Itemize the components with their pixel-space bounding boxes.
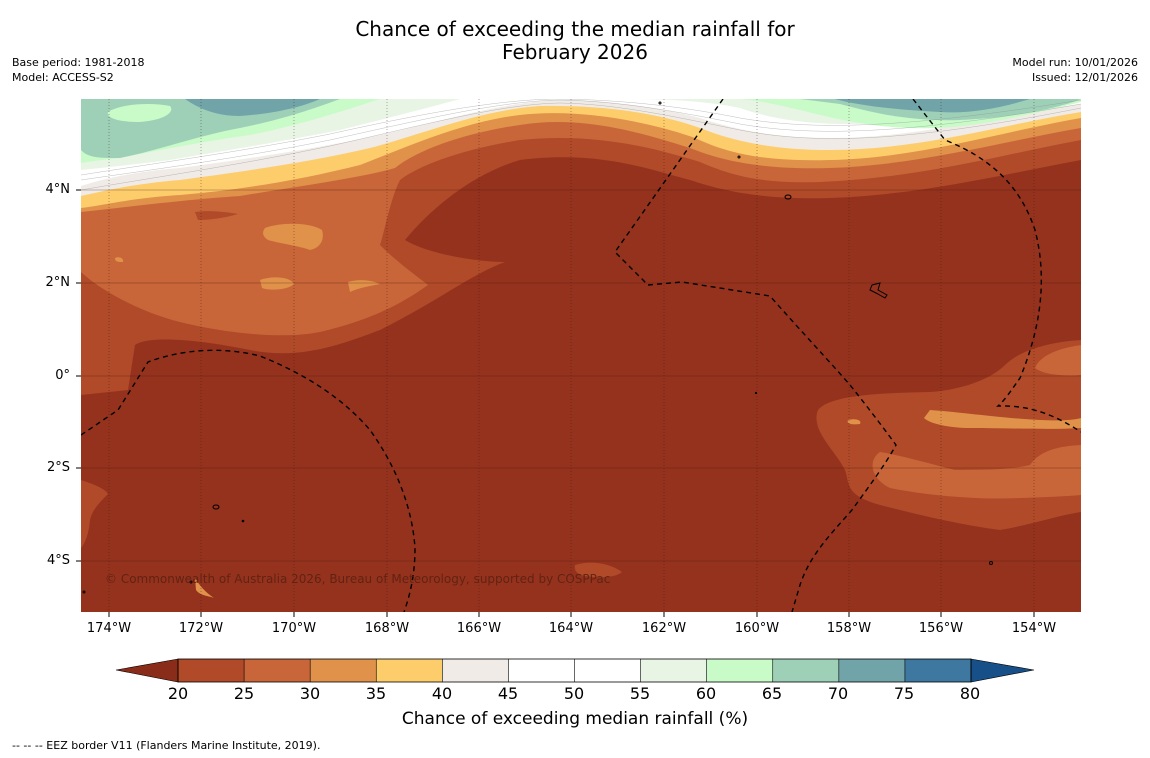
colorbar-tick-label: 65 (761, 684, 783, 703)
lat-tick-label: 2°S (46, 460, 70, 475)
contour-fill-70-east (835, 99, 1030, 113)
lon-tick-label: 172°W (178, 621, 224, 636)
contour-fill-30-southeast (924, 410, 1081, 429)
colorbar-segment (574, 659, 642, 682)
colorbar-segment (244, 659, 311, 682)
island (737, 155, 741, 159)
model-text: Model: ACCESS-S2 (12, 71, 114, 84)
colorbar-segments (178, 659, 972, 682)
colorbar-tick-label: 75 (893, 684, 915, 703)
contour-fill-25-southeast-2 (872, 445, 1081, 499)
lon-tick-label: 174°W (86, 621, 132, 636)
colorbar-segment (706, 659, 774, 682)
lon-tick-label: 154°W (1011, 621, 1057, 636)
lon-tick-label: 156°W (918, 621, 964, 636)
island (241, 519, 245, 523)
lon-tick-label: 160°W (734, 621, 780, 636)
base-period-text: Base period: 1981-2018 (12, 56, 145, 69)
colorbar (115, 658, 1035, 683)
colorbar-segment (508, 659, 575, 682)
colorbar-tick-label: 30 (299, 684, 321, 703)
islands (82, 101, 993, 594)
lon-tick-label: 164°W (548, 621, 594, 636)
contour-fill-30-patch-2 (260, 277, 294, 290)
contour-lines (81, 99, 1081, 191)
chart-title-line-2: February 2026 (502, 40, 648, 64)
colorbar-tick-label: 25 (233, 684, 255, 703)
lat-tick-marks (76, 189, 81, 562)
colorbar-tick-label: 40 (431, 684, 453, 703)
colorbar-title: Chance of exceeding median rainfall (%) (401, 709, 749, 729)
lat-tick-label: 2°N (45, 275, 71, 290)
lon-tick-label: 168°W (364, 621, 410, 636)
island (189, 580, 193, 584)
contour-fill-30-patch-1 (263, 223, 323, 250)
chart-title: Chance of exceeding the median rainfall … (0, 18, 1150, 64)
island (784, 194, 792, 200)
copyright-notice: © Commonwealth of Australia 2026, Bureau… (105, 572, 611, 586)
colorbar-segment (772, 659, 840, 682)
colorbar-segment (640, 659, 708, 682)
island (754, 391, 758, 395)
lat-tick-label: 0° (55, 368, 70, 383)
lon-tick-label: 158°W (826, 621, 872, 636)
colorbar-tick-label: 20 (167, 684, 189, 703)
chart-title-line-1: Chance of exceeding the median rainfall … (355, 17, 795, 41)
lon-tick-marks (108, 612, 1035, 617)
island (869, 282, 888, 299)
lat-tick-label: 4°S (46, 553, 70, 568)
eez-border-west (81, 349, 416, 612)
colorbar-segment (904, 659, 972, 682)
colorbar-segment (838, 659, 906, 682)
colorbar-segment (376, 659, 443, 682)
lon-tick-label: 162°W (641, 621, 687, 636)
contour-fill-30-small-1 (847, 419, 861, 425)
colorbar-over-triangle (970, 658, 1035, 683)
colorbar-tick-label: 70 (827, 684, 849, 703)
contour-fill-20-patch-5 (195, 211, 238, 220)
island (82, 590, 86, 594)
eez-footnote: -- -- -- EEZ border V11 (Flanders Marine… (12, 739, 321, 752)
colorbar-segment (442, 659, 509, 682)
colorbar-tick-marks (177, 659, 972, 682)
island (212, 504, 220, 510)
colorbar-tick-label: 45 (497, 684, 519, 703)
island (658, 101, 662, 105)
colorbar-segment (178, 659, 245, 682)
contour-fill-20-southwest (81, 480, 108, 548)
colorbar-tick-label: 35 (365, 684, 387, 703)
eez-borders (81, 99, 1081, 612)
colorbar-segment (310, 659, 377, 682)
colorbar-under-triangle (115, 658, 179, 683)
contour-fill-30-patch-4 (115, 257, 124, 262)
map-panel (76, 99, 1081, 617)
colorbar-tick-label: 55 (629, 684, 651, 703)
eez-border-east (912, 99, 1081, 433)
issued-text: Issued: 12/01/2026 (1031, 71, 1138, 84)
contour-fill-20-patch-south (574, 562, 622, 578)
lon-tick-label: 166°W (456, 621, 502, 636)
model-run-text: Model run: 10/01/2026 (1012, 56, 1138, 69)
contour-fill-70 (185, 99, 320, 116)
colorbar-tick-label: 50 (563, 684, 585, 703)
meta-left: Base period: 1981-2018 Model: ACCESS-S2 (12, 55, 144, 85)
island (989, 561, 993, 565)
contour-fill-60-island (107, 104, 172, 122)
meta-right: Model run: 10/01/2026 Issued: 12/01/2026 (1012, 55, 1138, 85)
contour-fill-25-southeast (1035, 345, 1081, 376)
contour-fill-30-patch-south (195, 578, 214, 598)
colorbar-tick-label: 60 (695, 684, 717, 703)
lat-tick-label: 4°N (45, 182, 71, 197)
graticule (81, 189, 1081, 562)
colorbar-tick-label: 80 (959, 684, 981, 703)
lon-tick-label: 170°W (271, 621, 317, 636)
